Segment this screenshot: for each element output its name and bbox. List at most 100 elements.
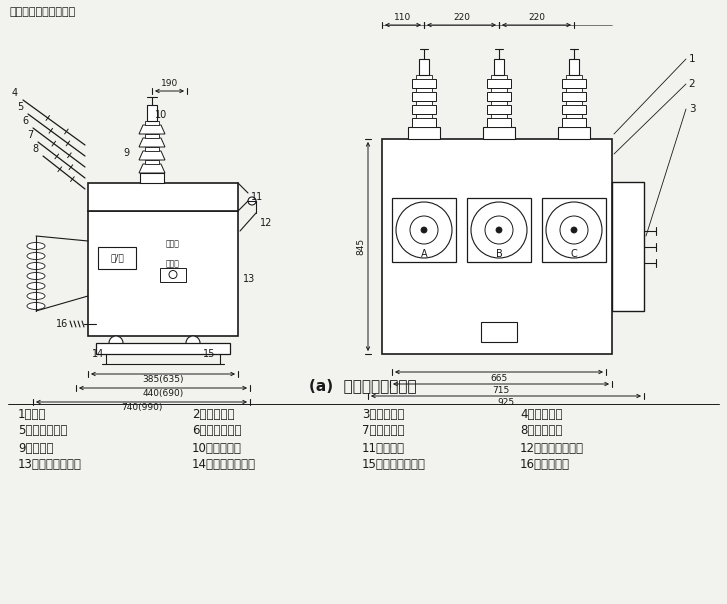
Polygon shape: [139, 138, 165, 147]
Text: 4、接线端子: 4、接线端子: [520, 408, 563, 420]
Text: 13、操动机构铭牌: 13、操动机构铭牌: [18, 458, 82, 472]
Bar: [419, 59, 429, 75]
Bar: [491, 88, 507, 92]
Text: 8: 8: [32, 144, 38, 154]
Text: 3、操动机构: 3、操动机构: [362, 408, 404, 420]
Text: 10: 10: [155, 110, 167, 120]
Text: 16: 16: [56, 319, 68, 329]
Circle shape: [496, 227, 502, 233]
Text: A: A: [421, 249, 427, 259]
Text: 未储能: 未储能: [166, 259, 180, 268]
Bar: [487, 118, 511, 127]
Bar: [382, 139, 612, 354]
Text: 12、手动储能手柄: 12、手动储能手柄: [520, 442, 584, 454]
Text: 220: 220: [528, 13, 545, 22]
Text: 13: 13: [243, 274, 255, 283]
Text: 715: 715: [492, 386, 510, 395]
Circle shape: [169, 271, 177, 278]
Text: 1: 1: [688, 54, 695, 64]
Text: 3: 3: [688, 104, 695, 114]
Text: 740(990): 740(990): [121, 403, 162, 412]
Bar: [558, 127, 590, 139]
Text: 220: 220: [453, 13, 470, 22]
Text: 11: 11: [251, 192, 263, 202]
Bar: [566, 88, 582, 92]
Bar: [566, 75, 582, 79]
Text: 2: 2: [688, 79, 695, 89]
Bar: [145, 147, 159, 151]
Text: 14: 14: [92, 349, 104, 359]
Text: 4: 4: [12, 88, 18, 98]
Circle shape: [421, 227, 427, 233]
Bar: [412, 79, 436, 88]
Text: 925: 925: [497, 398, 515, 407]
Bar: [416, 114, 432, 118]
Bar: [562, 118, 586, 127]
Text: 6: 6: [22, 116, 28, 126]
Text: 6、电流互感器: 6、电流互感器: [192, 425, 241, 437]
Text: 已储能: 已储能: [166, 239, 180, 248]
Bar: [412, 92, 436, 101]
Text: 7、分合指针: 7、分合指针: [362, 425, 404, 437]
Text: 11、后盖板: 11、后盖板: [362, 442, 405, 454]
Text: 385(635): 385(635): [142, 375, 184, 384]
Bar: [98, 246, 136, 269]
Text: (a)  外形图及外形尺寸: (a) 外形图及外形尺寸: [309, 379, 417, 393]
Text: 15: 15: [203, 349, 215, 359]
Bar: [412, 105, 436, 114]
Ellipse shape: [27, 283, 45, 289]
Bar: [140, 173, 164, 183]
Ellipse shape: [27, 252, 45, 260]
Ellipse shape: [27, 292, 45, 300]
Text: 665: 665: [491, 374, 507, 383]
Bar: [481, 322, 517, 342]
Text: 2、产品铭牌: 2、产品铭牌: [192, 408, 235, 420]
Bar: [416, 101, 432, 105]
Bar: [416, 75, 432, 79]
Circle shape: [396, 202, 452, 258]
Text: 5、绝缘导电杆: 5、绝缘导电杆: [18, 425, 68, 437]
Bar: [487, 105, 511, 114]
Text: 440(690): 440(690): [142, 389, 184, 398]
Text: 110: 110: [394, 13, 411, 22]
Bar: [145, 160, 159, 164]
Circle shape: [571, 227, 577, 233]
Text: 14、手动合闸拉环: 14、手动合闸拉环: [192, 458, 256, 472]
Circle shape: [546, 202, 602, 258]
Ellipse shape: [27, 263, 45, 269]
Circle shape: [248, 197, 256, 205]
Bar: [491, 75, 507, 79]
Text: 5: 5: [17, 102, 23, 112]
Bar: [483, 127, 515, 139]
Bar: [88, 183, 238, 211]
Text: 7: 7: [27, 130, 33, 140]
Bar: [392, 198, 456, 262]
Polygon shape: [139, 151, 165, 160]
Circle shape: [471, 202, 527, 258]
Bar: [562, 92, 586, 101]
Bar: [487, 92, 511, 101]
Text: 12: 12: [260, 218, 273, 228]
Bar: [562, 79, 586, 88]
Circle shape: [109, 336, 123, 350]
Ellipse shape: [27, 303, 45, 309]
Bar: [88, 211, 238, 336]
Bar: [569, 59, 579, 75]
Text: 10、接线端子: 10、接线端子: [192, 442, 242, 454]
Bar: [408, 127, 440, 139]
Text: 9、绝缘筒: 9、绝缘筒: [18, 442, 54, 454]
Text: 9: 9: [124, 148, 130, 158]
Text: 190: 190: [161, 79, 178, 88]
Bar: [145, 134, 159, 138]
Polygon shape: [139, 164, 165, 173]
Text: 分/合: 分/合: [110, 253, 124, 262]
Bar: [412, 118, 436, 127]
Bar: [145, 121, 159, 125]
Bar: [491, 114, 507, 118]
Ellipse shape: [27, 242, 45, 249]
Bar: [566, 101, 582, 105]
Bar: [612, 182, 644, 311]
Bar: [96, 343, 230, 354]
Circle shape: [560, 216, 588, 244]
Text: 16、接地螺栓: 16、接地螺栓: [520, 458, 570, 472]
